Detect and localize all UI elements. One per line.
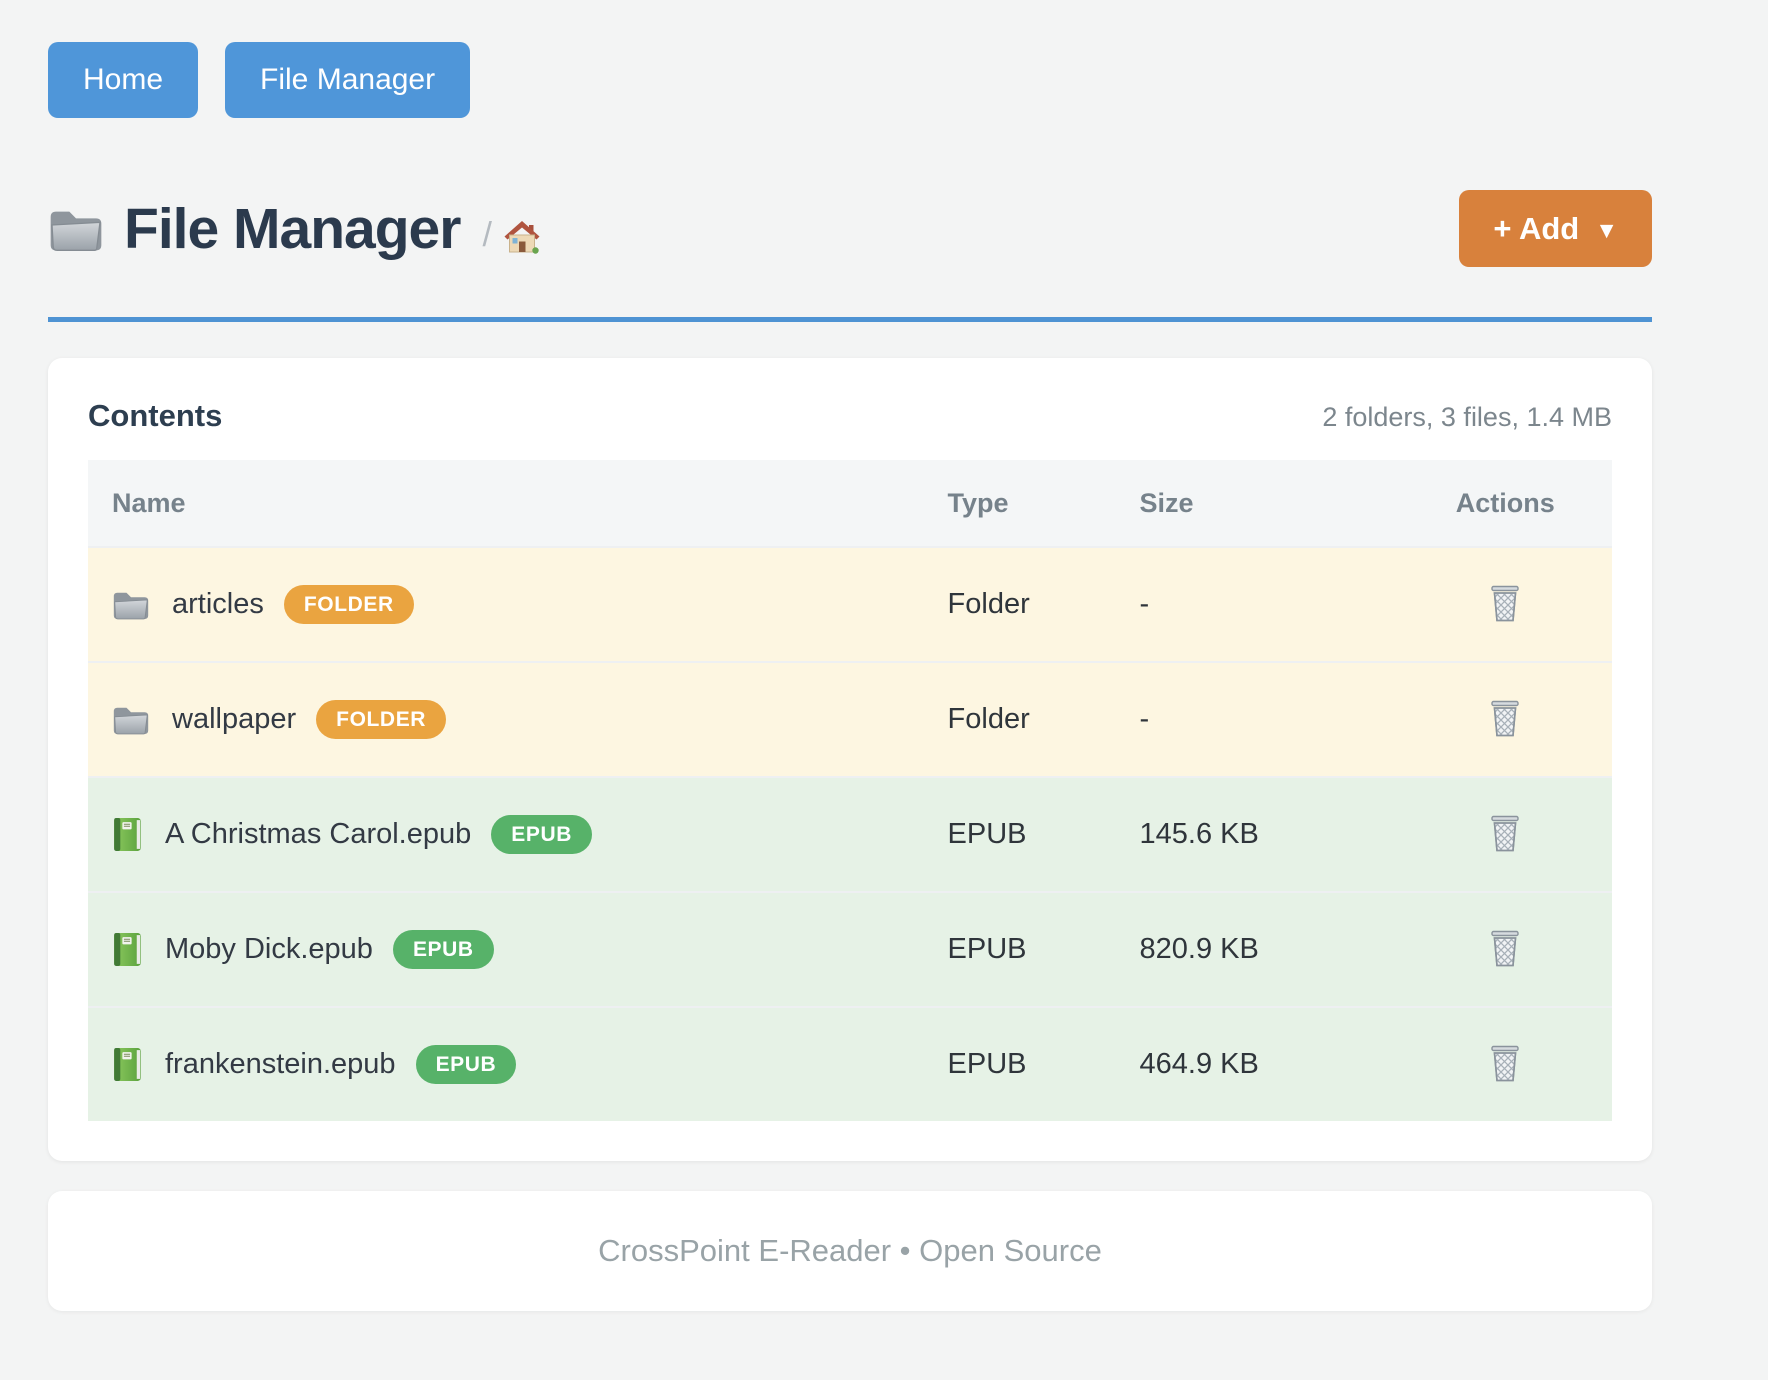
file-name-link[interactable]: frankenstein.epub EPUB [88, 1045, 948, 1084]
column-header-actions: Actions [1455, 487, 1555, 518]
delete-button[interactable] [1481, 578, 1529, 632]
file-name: wallpaper [172, 703, 297, 735]
folder-badge: FOLDER [316, 700, 447, 739]
delete-button[interactable] [1481, 808, 1529, 862]
file-size: 464.9 KB [1139, 1048, 1259, 1080]
epub-badge: EPUB [392, 930, 494, 969]
epub-badge: EPUB [415, 1045, 517, 1084]
top-nav: Home File Manager [48, 0, 1652, 118]
file-name: frankenstein.epub [165, 1048, 396, 1080]
file-name-link[interactable]: wallpaper FOLDER [88, 700, 948, 739]
file-manager-button[interactable]: File Manager [225, 42, 471, 118]
table-row: frankenstein.epub EPUB EPUB 464.9 KB [88, 1006, 1612, 1121]
contents-card-header: Contents 2 folders, 3 files, 1.4 MB [88, 398, 1612, 434]
file-size: 820.9 KB [1139, 933, 1259, 965]
file-name: A Christmas Carol.epub [165, 818, 472, 850]
add-button-label: + Add [1493, 210, 1580, 246]
file-name: Moby Dick.epub [165, 933, 373, 965]
book-icon [112, 1046, 143, 1083]
contents-summary: 2 folders, 3 files, 1.4 MB [1322, 402, 1612, 432]
breadcrumb-separator: / [482, 216, 492, 254]
contents-title: Contents [88, 398, 223, 433]
trash-icon [1487, 1044, 1523, 1083]
page: Home File Manager File Manager / + Add ▼… [48, 0, 1652, 1311]
folder-badge: FOLDER [283, 585, 414, 624]
add-button[interactable]: + Add ▼ [1459, 190, 1652, 267]
contents-card: Contents 2 folders, 3 files, 1.4 MB Name… [48, 358, 1652, 1161]
footer: CrossPoint E-Reader • Open Source [48, 1191, 1652, 1311]
page-title: File Manager [124, 196, 461, 261]
file-type: EPUB [947, 1048, 1027, 1080]
table-header-row: Name Type Size Actions [88, 460, 1612, 546]
column-header-type: Type [947, 487, 1009, 518]
title-wrap: File Manager / [48, 196, 540, 262]
trash-icon [1487, 699, 1523, 738]
delete-button[interactable] [1481, 1038, 1529, 1092]
file-size: - [1139, 588, 1150, 620]
home-icon[interactable] [503, 220, 540, 254]
file-size: 145.6 KB [1139, 818, 1259, 850]
home-button[interactable]: Home [48, 42, 199, 118]
header-divider [48, 317, 1652, 322]
file-type: EPUB [947, 933, 1027, 965]
folder-icon [112, 589, 150, 620]
folder-icon [48, 205, 104, 253]
table-row: articles FOLDER Folder - [88, 546, 1612, 661]
folder-icon [112, 704, 150, 735]
file-table: Name Type Size Actions articles FOLDER F… [88, 460, 1612, 1121]
table-row: Moby Dick.epub EPUB EPUB 820.9 KB [88, 891, 1612, 1006]
book-icon [112, 931, 143, 968]
file-type: EPUB [947, 818, 1027, 850]
table-row: A Christmas Carol.epub EPUB EPUB 145.6 K… [88, 776, 1612, 891]
file-type: Folder [947, 588, 1030, 620]
page-header: File Manager / + Add ▼ [48, 190, 1652, 267]
file-name-link[interactable]: A Christmas Carol.epub EPUB [88, 815, 948, 854]
file-name-link[interactable]: articles FOLDER [88, 585, 948, 624]
column-header-size: Size [1139, 487, 1194, 518]
book-icon [112, 816, 143, 853]
table-row: wallpaper FOLDER Folder - [88, 661, 1612, 776]
epub-badge: EPUB [491, 815, 592, 854]
file-size: - [1139, 703, 1150, 735]
footer-text: CrossPoint E-Reader • Open Source [598, 1233, 1102, 1268]
chevron-down-icon: ▼ [1595, 216, 1618, 243]
trash-icon [1487, 929, 1523, 968]
delete-button[interactable] [1481, 923, 1529, 977]
delete-button[interactable] [1481, 693, 1529, 747]
trash-icon [1487, 584, 1523, 623]
column-header-name: Name [112, 487, 186, 518]
trash-icon [1487, 814, 1523, 853]
file-name-link[interactable]: Moby Dick.epub EPUB [88, 930, 948, 969]
file-type: Folder [947, 703, 1030, 735]
file-name: articles [172, 588, 264, 620]
